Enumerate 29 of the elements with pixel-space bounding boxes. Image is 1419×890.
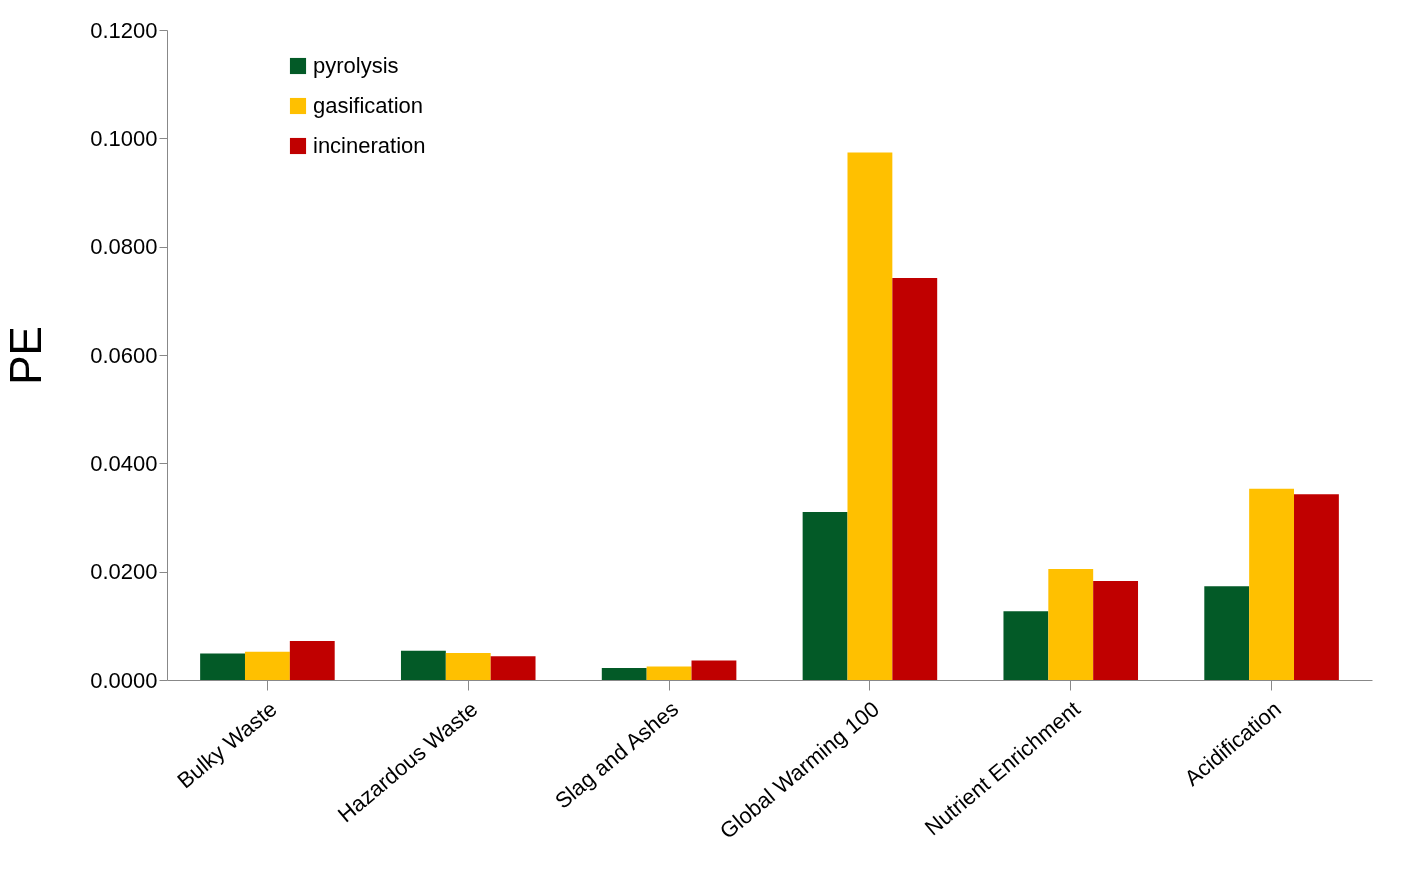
bar: [1003, 611, 1049, 680]
bar: [445, 652, 491, 680]
y-tick-label: 0.0400: [90, 450, 158, 476]
bar: [1249, 488, 1295, 680]
bar: [244, 651, 290, 680]
bar: [490, 656, 536, 680]
legend-label: gasification: [313, 93, 424, 118]
bar: [1093, 580, 1139, 680]
bar: [1204, 586, 1250, 680]
bar: [200, 653, 245, 680]
bar: [1048, 568, 1094, 680]
bar: [646, 666, 692, 680]
bar: [802, 512, 848, 680]
y-axis-title: PE: [1, 326, 51, 385]
bar: [289, 641, 335, 680]
bar: [691, 660, 737, 680]
y-tick-label: 0.1000: [90, 125, 158, 151]
bar: [400, 650, 446, 680]
legend-label: pyrolysis: [313, 53, 399, 78]
legend-label: incineration: [313, 133, 426, 158]
bar: [601, 668, 647, 680]
y-tick-label: 0.0800: [90, 234, 158, 260]
y-tick-label: 0.0600: [90, 342, 158, 368]
bar: [847, 152, 893, 680]
y-tick-label: 0.0000: [90, 667, 158, 693]
y-tick-label: 0.0200: [90, 559, 158, 585]
bar: [1294, 494, 1339, 680]
y-tick-label: 0.1200: [90, 17, 158, 43]
bar: [892, 278, 938, 680]
